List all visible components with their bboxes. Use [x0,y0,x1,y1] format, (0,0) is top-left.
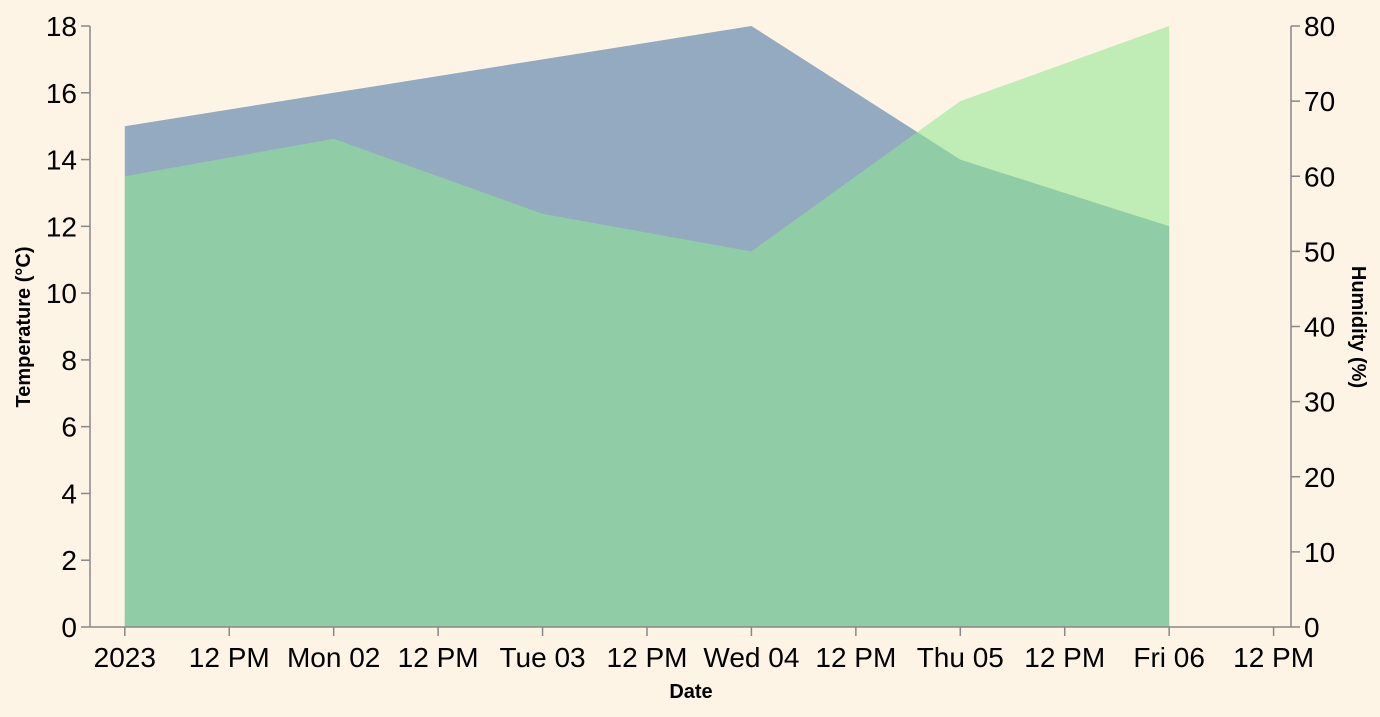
series-area-2 [124,26,1170,627]
y-left-tick-label: 2 [61,545,77,576]
y-right-tick-label: 80 [1304,11,1335,42]
x-tick-label: 2023 [94,642,156,673]
y-axis-right-title: Humidity (%) [1347,266,1369,388]
y-right-tick-label: 40 [1304,312,1335,343]
x-tick-label: 12 PM [815,642,896,673]
x-tick-label: Thu 05 [917,642,1004,673]
y-right-tick-label: 60 [1304,161,1335,192]
y-left-tick-label: 10 [46,278,77,309]
y-right-tick-label: 50 [1304,236,1335,267]
x-tick-label: Mon 02 [287,642,380,673]
x-tick-label: Fri 06 [1133,642,1205,673]
y-left-tick-label: 0 [61,612,77,643]
y-axis-left-title: Temperature (°C) [13,247,35,408]
y-right-tick-label: 0 [1304,612,1320,643]
y-left-tick-label: 4 [61,478,77,509]
y-axis-left: 0 2 4 6 8 10 12 14 16 18 [46,11,91,643]
y-left-tick-label: 12 [46,211,77,242]
y-right-tick-label: 10 [1304,537,1335,568]
y-left-tick-label: 14 [46,145,77,176]
x-axis-title: Date [669,681,712,703]
y-left-tick-label: 18 [46,11,77,42]
x-tick-label: Wed 04 [703,642,799,673]
x-tick-label: Tue 03 [499,642,585,673]
x-tick-label: 12 PM [1233,642,1314,673]
x-axis: 2023 12 PM Mon 02 12 PM Tue 03 12 PM Wed 04 12 … [90,626,1314,673]
y-right-tick-label: 20 [1304,462,1335,493]
y-right-tick-label: 30 [1304,387,1335,418]
y-left-tick-label: 6 [61,412,77,443]
x-tick-label: 12 PM [607,642,688,673]
x-tick-label: 12 PM [398,642,479,673]
y-left-tick-label: 8 [61,345,77,376]
y-left-tick-label: 16 [46,78,77,109]
x-tick-label: 12 PM [189,642,270,673]
y-axis-right: 0 10 20 30 40 50 60 70 80 [1290,11,1335,643]
x-tick-label: 12 PM [1024,642,1105,673]
y-right-tick-label: 70 [1304,86,1335,117]
series-areas [124,26,1170,627]
